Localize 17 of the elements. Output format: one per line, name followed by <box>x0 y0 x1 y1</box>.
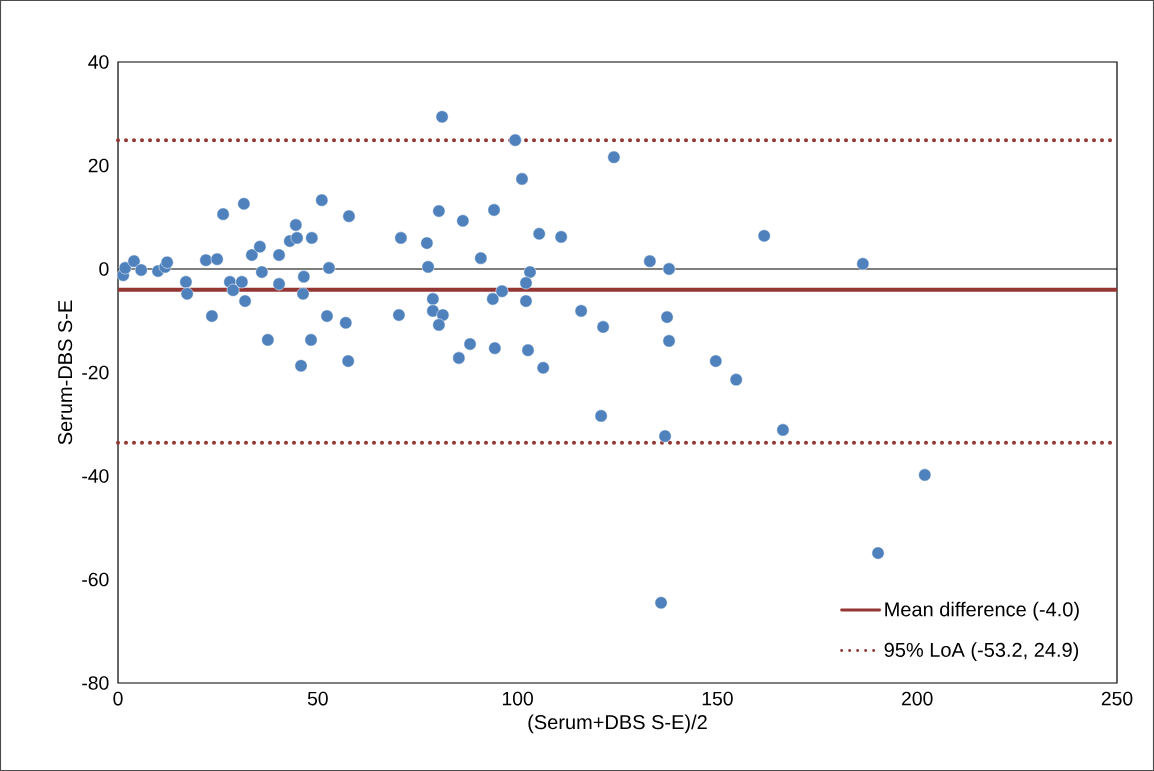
y-tick-label: -20 <box>82 365 109 380</box>
x-tick-label: 0 <box>113 691 123 706</box>
y-tick-label: 40 <box>88 55 109 69</box>
x-tick-label: 250 <box>1101 691 1133 706</box>
x-tick-label: 150 <box>702 691 733 706</box>
x-tick-label: 50 <box>307 691 328 706</box>
y-tick-label: -60 <box>82 572 109 587</box>
x-tick-label: 200 <box>902 691 933 706</box>
y-tick-label: 20 <box>88 158 109 173</box>
x-axis-title: (Serum+DBS S-E)/2 <box>528 714 707 734</box>
y-tick-label: -80 <box>82 676 109 690</box>
x-tick-label: 100 <box>502 691 533 706</box>
y-axis-title: Serum-DBS S-E <box>58 300 73 445</box>
legend-label: Mean difference (-4.0) <box>885 601 1079 621</box>
legend-label: 95% LoA (-53.2, 24.9) <box>884 642 1079 661</box>
y-tick-label: 0 <box>99 262 109 276</box>
y-tick-label: -40 <box>82 469 109 483</box>
